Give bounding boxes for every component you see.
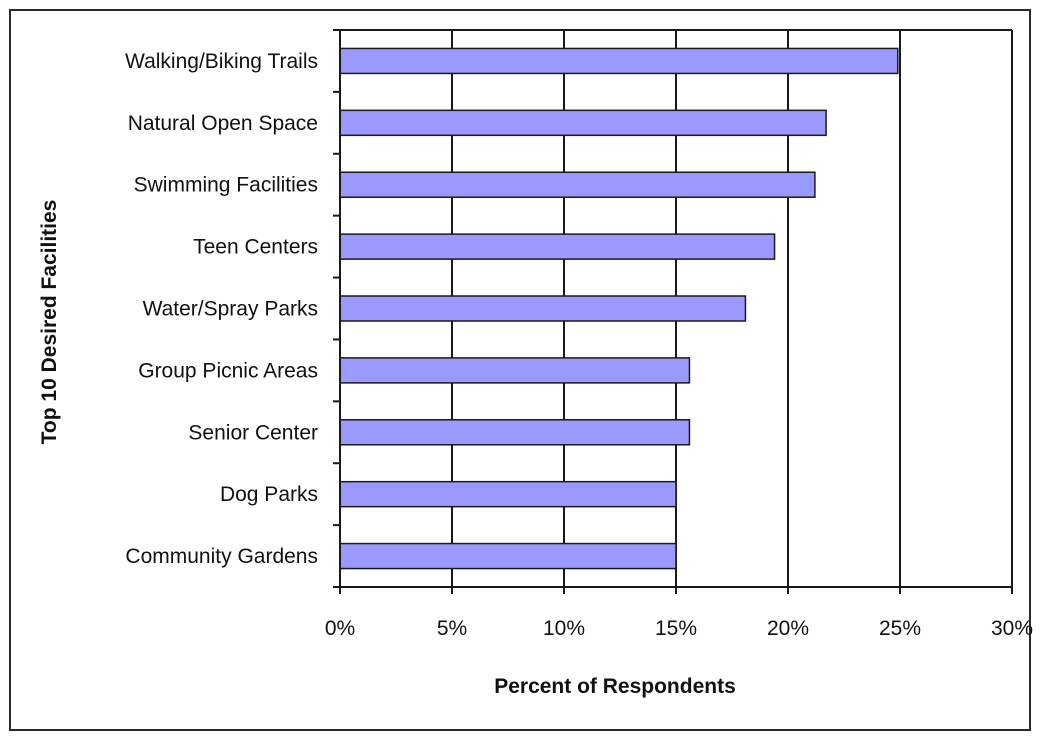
x-tick-label: 30% <box>991 617 1033 640</box>
label-layer: 0% 5% 10% 15% 20% 25% 30% Walking/Biking Trails… <box>125 50 1033 640</box>
bar <box>339 357 691 384</box>
x-tick-label: 0% <box>325 617 355 640</box>
category-label: Teen Centers <box>193 236 318 259</box>
bar <box>339 480 677 508</box>
category-label: Walking/Biking Trails <box>125 50 318 73</box>
category-label: Natural Open Space <box>128 112 318 135</box>
bar <box>339 109 827 137</box>
x-tick-label: 20% <box>767 617 809 640</box>
x-tick-label: 10% <box>543 617 585 640</box>
axis-layer <box>333 29 1013 594</box>
bar <box>339 47 899 75</box>
x-tick-label: 25% <box>879 617 921 640</box>
bar-layer <box>339 47 899 570</box>
bar <box>339 233 776 260</box>
bar <box>339 542 677 570</box>
x-tick-label: 5% <box>437 617 467 640</box>
category-label: Dog Parks <box>220 483 318 506</box>
bar <box>339 295 747 322</box>
bar <box>339 171 816 198</box>
x-axis-title: Percent of Respondents <box>494 675 736 698</box>
category-label: Water/Spray Parks <box>143 298 318 321</box>
x-tick-label: 15% <box>655 617 697 640</box>
category-label: Senior Center <box>188 421 318 444</box>
y-axis-title: Top 10 Desired Facilities <box>38 200 61 445</box>
category-label: Group Picnic Areas <box>138 359 318 382</box>
category-label: Community Gardens <box>125 545 318 568</box>
category-label: Swimming Facilities <box>134 174 318 197</box>
bar <box>339 419 691 446</box>
